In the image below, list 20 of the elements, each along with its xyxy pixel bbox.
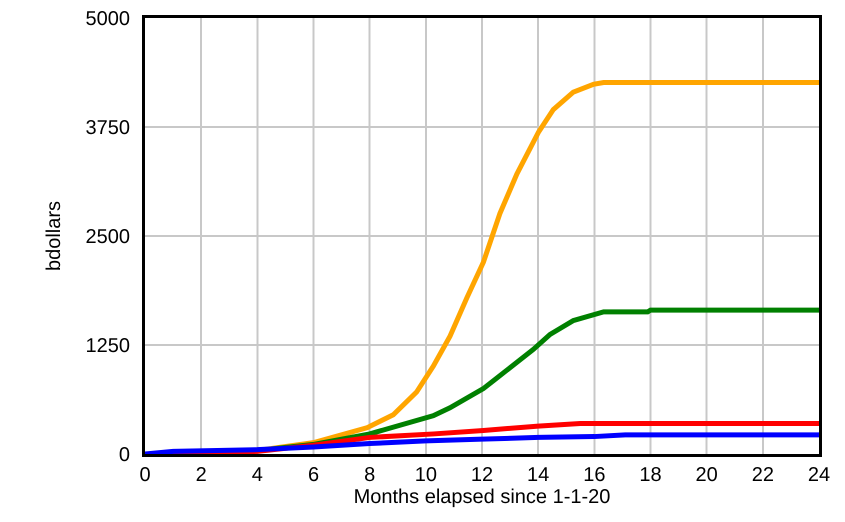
x-tick-label: 8 — [364, 464, 376, 486]
y-tick-label: 1250 — [86, 335, 130, 357]
x-tick-label: 22 — [752, 464, 774, 486]
x-tick-label: 2 — [196, 464, 207, 486]
x-tick-label: 20 — [696, 464, 718, 486]
x-tick-label: 4 — [252, 464, 263, 486]
x-tick-label: 0 — [139, 464, 151, 486]
x-tick-label: 14 — [527, 464, 550, 486]
y-tick-label: 5000 — [86, 8, 130, 30]
x-tick-label: 16 — [583, 464, 606, 486]
x-tick-label: 6 — [308, 464, 320, 486]
x-tick-label: 10 — [414, 464, 437, 486]
y-axis-title: bdollars — [43, 200, 65, 272]
y-tick-label: 0 — [118, 444, 130, 466]
x-axis-title: Months elapsed since 1-1-20 — [354, 486, 610, 508]
y-tick-label: 3750 — [86, 117, 130, 139]
x-tick-label: 24 — [808, 464, 830, 486]
x-tick-label: 18 — [639, 464, 662, 486]
y-tick-label: 2500 — [86, 226, 130, 248]
x-tick-label: 12 — [470, 464, 494, 486]
